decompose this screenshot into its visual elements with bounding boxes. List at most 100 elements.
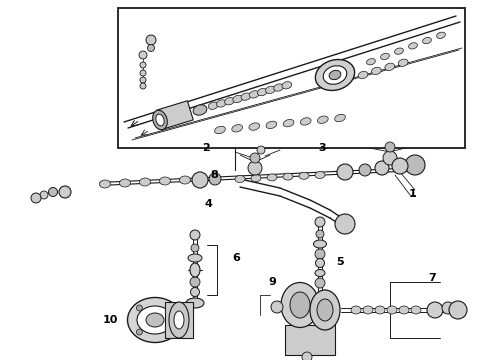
Circle shape [140,70,146,76]
Text: 1: 1 [409,189,417,199]
Text: 8: 8 [210,170,218,180]
Text: 2: 2 [202,143,210,153]
Ellipse shape [257,89,267,96]
Circle shape [271,301,283,313]
Ellipse shape [399,306,409,314]
Bar [285,325,335,355]
Bar [165,302,193,338]
Circle shape [375,161,389,175]
Circle shape [40,191,48,199]
Circle shape [191,288,199,297]
Circle shape [49,188,57,197]
Ellipse shape [251,175,261,182]
Ellipse shape [315,171,325,179]
Circle shape [168,329,173,335]
Ellipse shape [120,179,130,187]
Circle shape [359,164,371,176]
Circle shape [257,146,265,154]
Circle shape [383,151,397,165]
Ellipse shape [290,292,310,318]
Ellipse shape [232,125,243,132]
Circle shape [316,230,324,238]
Circle shape [449,301,467,319]
Circle shape [427,302,443,318]
Ellipse shape [156,114,164,126]
Ellipse shape [127,297,182,342]
Ellipse shape [283,120,294,127]
Ellipse shape [387,306,397,314]
Text: 9: 9 [268,277,276,287]
Circle shape [136,305,143,311]
Ellipse shape [315,270,325,276]
Ellipse shape [367,59,375,65]
Circle shape [140,62,146,68]
Ellipse shape [266,86,275,94]
Ellipse shape [224,98,234,105]
Ellipse shape [160,177,171,185]
Circle shape [146,35,156,45]
Ellipse shape [169,302,189,338]
Ellipse shape [310,290,340,330]
Ellipse shape [153,110,167,130]
Circle shape [191,244,199,252]
Ellipse shape [316,59,355,90]
Circle shape [192,172,208,188]
Circle shape [315,249,325,259]
Ellipse shape [190,263,200,277]
Ellipse shape [241,93,251,100]
Circle shape [315,217,325,227]
Circle shape [315,278,325,288]
Text: 10: 10 [102,315,118,325]
Ellipse shape [249,91,259,98]
Ellipse shape [137,306,173,334]
Ellipse shape [283,173,293,180]
Circle shape [190,230,200,240]
Text: 7: 7 [428,273,436,283]
Text: 6: 6 [232,253,240,263]
Circle shape [139,51,147,59]
Ellipse shape [422,37,431,44]
Circle shape [59,186,71,198]
Ellipse shape [217,100,226,107]
Circle shape [190,277,200,287]
Ellipse shape [335,114,345,122]
Ellipse shape [179,176,191,184]
Ellipse shape [314,240,326,248]
Ellipse shape [274,84,284,91]
Ellipse shape [282,82,292,89]
Circle shape [385,142,395,152]
Ellipse shape [174,311,184,329]
Circle shape [316,258,324,267]
Ellipse shape [267,174,277,181]
Bar [118,8,465,148]
Ellipse shape [318,116,328,123]
Ellipse shape [351,306,361,314]
Ellipse shape [323,66,347,84]
Circle shape [442,302,454,314]
Ellipse shape [146,313,164,327]
Ellipse shape [249,123,260,130]
Text: 3: 3 [318,143,326,153]
Ellipse shape [375,306,385,314]
Circle shape [405,155,425,175]
Circle shape [147,45,154,51]
Ellipse shape [363,306,373,314]
Ellipse shape [233,95,243,103]
Ellipse shape [437,32,445,39]
Bar [157,101,193,129]
Circle shape [337,164,353,180]
Circle shape [136,329,143,335]
Ellipse shape [385,63,394,71]
Circle shape [335,214,355,234]
Circle shape [392,158,408,174]
Circle shape [140,77,146,83]
Ellipse shape [381,53,390,60]
Ellipse shape [394,48,403,54]
Ellipse shape [188,254,202,262]
Ellipse shape [398,59,408,66]
Ellipse shape [409,43,417,49]
Circle shape [31,193,41,203]
Circle shape [248,161,262,175]
Ellipse shape [215,126,225,134]
Ellipse shape [186,298,204,308]
